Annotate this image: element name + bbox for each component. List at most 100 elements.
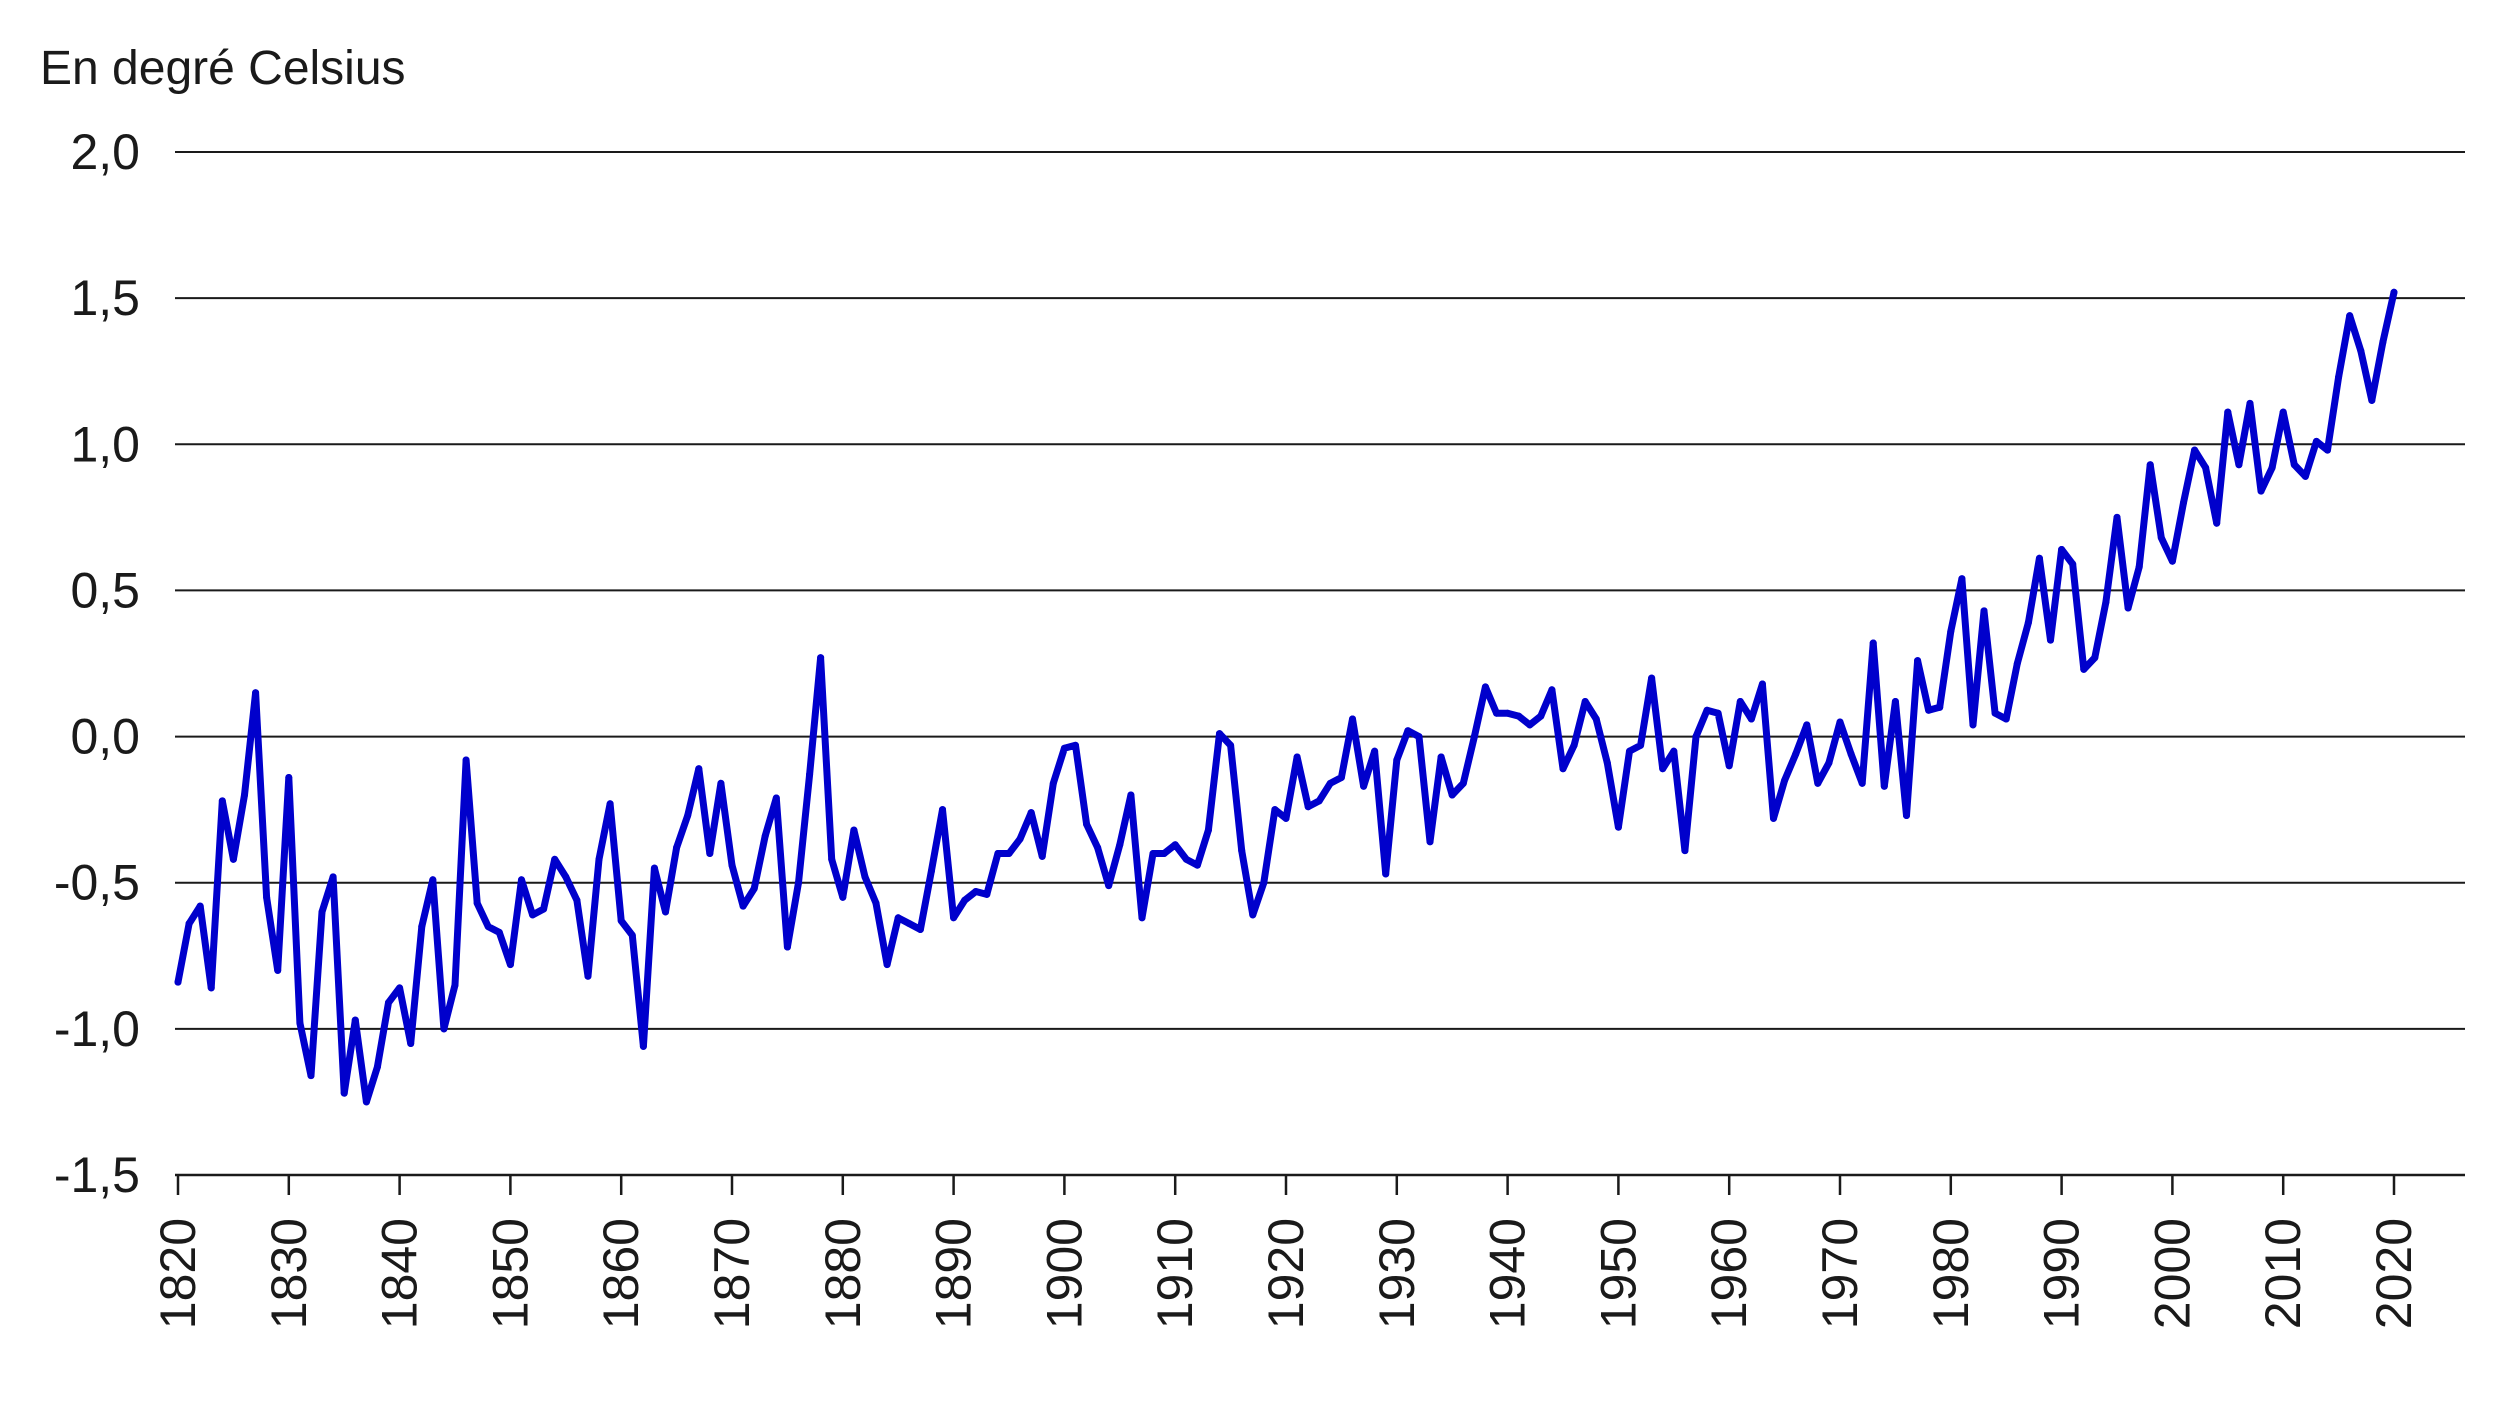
data-point-1924 — [1326, 779, 1334, 787]
data-point-2020 — [2390, 288, 2398, 296]
data-point-1978 — [1925, 706, 1933, 714]
data-point-1970 — [1836, 718, 1844, 726]
data-point-1871 — [739, 902, 747, 910]
data-point-1997 — [2135, 563, 2143, 571]
data-point-1835 — [340, 1089, 348, 1097]
data-point-1911 — [1182, 855, 1190, 863]
data-point-1959 — [1714, 709, 1722, 717]
data-point-1820 — [174, 978, 182, 986]
y-tick-label: -0,5 — [54, 855, 140, 911]
data-point-1870 — [728, 861, 736, 869]
data-point-1888 — [927, 867, 935, 875]
data-point-1976 — [1902, 811, 1910, 819]
x-tick-label: 1840 — [372, 1218, 428, 1329]
data-point-1963 — [1758, 680, 1766, 688]
data-point-1943 — [1537, 712, 1545, 720]
data-point-1837 — [362, 1098, 370, 1106]
x-tick-label: 1970 — [1812, 1218, 1868, 1329]
data-point-1872 — [750, 885, 758, 893]
data-point-1824 — [218, 797, 226, 805]
data-point-1909 — [1160, 849, 1168, 857]
data-points — [174, 288, 2398, 1106]
data-point-1831 — [296, 1019, 304, 1027]
data-point-1836 — [351, 1016, 359, 1024]
data-point-1954 — [1659, 765, 1667, 773]
y-tick-label: 2,0 — [70, 124, 140, 180]
data-point-1949 — [1603, 759, 1611, 767]
data-point-1850 — [506, 961, 514, 969]
data-point-1947 — [1581, 697, 1589, 705]
data-point-1965 — [1781, 776, 1789, 784]
data-point-1889 — [939, 806, 947, 814]
x-tick-label: 1870 — [704, 1218, 760, 1329]
data-point-1842 — [418, 923, 426, 931]
data-point-1996 — [2124, 604, 2132, 612]
x-tick-label: 1920 — [1258, 1218, 1314, 1329]
data-point-2018 — [2368, 396, 2376, 404]
x-tick-label: 2020 — [2366, 1218, 2422, 1329]
data-point-1884 — [883, 961, 891, 969]
data-point-1896 — [1016, 835, 1024, 843]
data-point-1923 — [1315, 797, 1323, 805]
data-point-1838 — [373, 1063, 381, 1071]
x-tick-label: 1940 — [1480, 1218, 1536, 1329]
y-tick-label: -1,5 — [54, 1147, 140, 1203]
data-point-1926 — [1348, 715, 1356, 723]
data-point-1910 — [1171, 841, 1179, 849]
data-point-1859 — [606, 800, 614, 808]
data-point-1981 — [1958, 575, 1966, 583]
data-point-1950 — [1614, 823, 1622, 831]
data-point-2005 — [2224, 408, 2232, 416]
data-point-1994 — [2102, 598, 2110, 606]
data-point-1852 — [529, 911, 537, 919]
data-point-1935 — [1448, 791, 1456, 799]
data-point-1972 — [1858, 779, 1866, 787]
data-point-1848 — [484, 923, 492, 931]
y-tick-label: 0,0 — [70, 709, 140, 765]
data-point-1844 — [440, 1025, 448, 1033]
data-point-1946 — [1570, 741, 1578, 749]
data-point-1834 — [329, 873, 337, 881]
data-point-1892 — [972, 887, 980, 895]
data-point-1825 — [229, 855, 237, 863]
data-point-1916 — [1238, 847, 1246, 855]
data-point-2019 — [2379, 338, 2387, 346]
data-point-1990 — [2058, 546, 2066, 554]
x-tick-labels: 1820 1830 1840 1850 1860 1870 1880 1890 1900 1910… — [150, 1175, 2422, 1329]
data-point-1891 — [961, 896, 969, 904]
data-point-1880 — [839, 893, 847, 901]
data-point-1918 — [1260, 879, 1268, 887]
data-point-1979 — [1936, 703, 1944, 711]
data-point-1934 — [1437, 753, 1445, 761]
data-point-1995 — [2113, 513, 2121, 521]
data-point-1939 — [1493, 709, 1501, 717]
data-point-2015 — [2335, 373, 2343, 381]
data-point-1977 — [1914, 657, 1922, 665]
data-point-1984 — [1991, 709, 1999, 717]
data-point-1895 — [1005, 849, 1013, 857]
y-axis-title: En degré Celsius — [40, 42, 406, 95]
data-point-1985 — [2002, 715, 2010, 723]
data-point-1902 — [1083, 820, 1091, 828]
data-point-1901 — [1071, 741, 1079, 749]
data-point-1856 — [573, 896, 581, 904]
data-point-1952 — [1637, 741, 1645, 749]
data-point-1853 — [540, 905, 548, 913]
data-point-1885 — [894, 914, 902, 922]
data-point-1906 — [1127, 791, 1135, 799]
data-point-1982 — [1969, 721, 1977, 729]
data-point-1964 — [1770, 814, 1778, 822]
data-point-1823 — [207, 984, 215, 992]
data-point-2007 — [2246, 399, 2254, 407]
data-point-1887 — [916, 925, 924, 933]
data-point-1845 — [451, 981, 459, 989]
data-point-1877 — [806, 771, 814, 779]
data-point-1955 — [1670, 747, 1678, 755]
data-point-2014 — [2324, 446, 2332, 454]
y-tick-label: 1,5 — [70, 270, 140, 326]
data-point-1864 — [662, 908, 670, 916]
data-point-1873 — [761, 832, 769, 840]
data-point-1968 — [1814, 779, 1822, 787]
data-point-1826 — [240, 791, 248, 799]
